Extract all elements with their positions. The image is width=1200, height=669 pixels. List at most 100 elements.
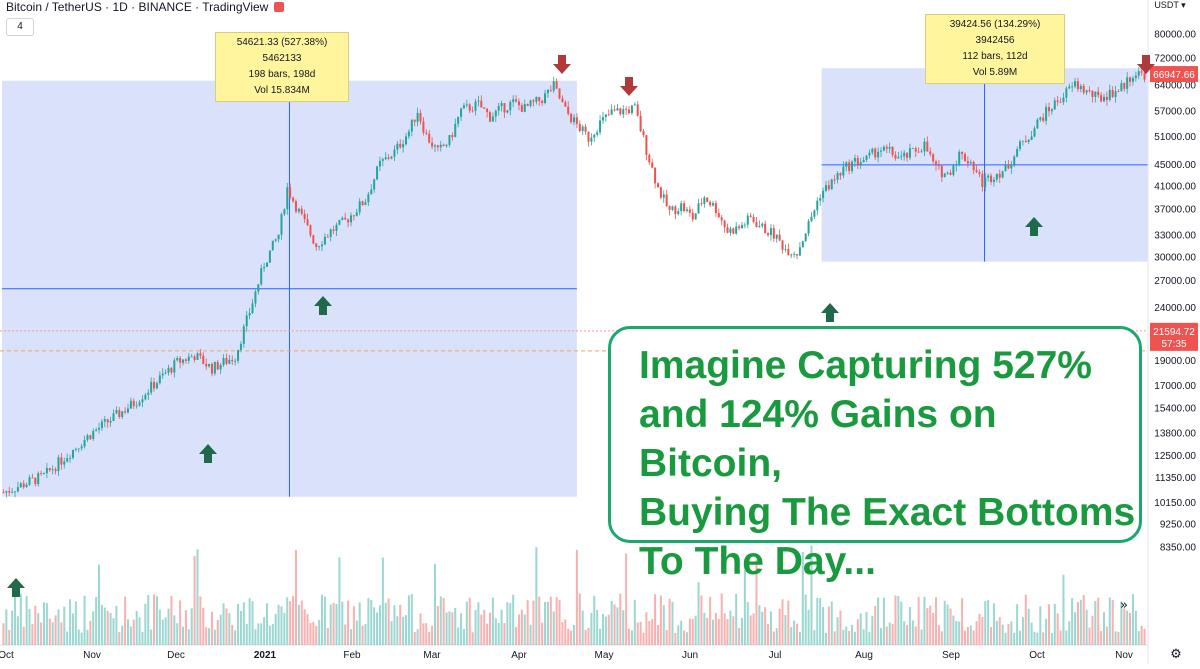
- volume-bar: [231, 624, 234, 645]
- volume-bar: [263, 617, 266, 645]
- candle-body: [520, 105, 523, 112]
- candle-body: [147, 392, 150, 395]
- volume-bar: [106, 610, 109, 645]
- volume-bar: [205, 627, 208, 645]
- candle-body: [187, 356, 190, 361]
- time-axis-label: May: [595, 650, 614, 661]
- volume-bar: [839, 610, 842, 645]
- candle-body: [729, 228, 732, 233]
- volume-bar: [109, 612, 112, 645]
- volume-bar: [294, 549, 297, 645]
- candle-body: [271, 240, 274, 251]
- volume-bar: [888, 622, 891, 645]
- candle-body: [879, 150, 883, 152]
- volume-bar: [349, 629, 353, 645]
- volume-bar: [480, 614, 483, 645]
- candle-body: [793, 254, 796, 255]
- candle-body: [1074, 81, 1077, 87]
- candle-body: [836, 173, 839, 180]
- volume-bar: [625, 553, 628, 645]
- volume-bar: [651, 619, 654, 645]
- candle-body: [703, 197, 706, 204]
- candle-body: [1088, 90, 1091, 92]
- last-price-label: 66947.66: [1153, 70, 1195, 81]
- candle-body: [1030, 136, 1033, 141]
- candle-body: [71, 449, 74, 458]
- volume-bar: [300, 600, 303, 645]
- volume-bar: [587, 627, 590, 645]
- volume-bar: [260, 623, 263, 645]
- candle-body: [66, 458, 69, 462]
- candle-body: [1100, 95, 1103, 102]
- volume-bar: [63, 606, 66, 645]
- volume-bar: [341, 601, 344, 645]
- candle-body: [978, 172, 981, 174]
- candle-body: [239, 343, 242, 350]
- volume-bar: [265, 603, 269, 645]
- candle-body: [935, 161, 938, 166]
- candle-body: [83, 439, 86, 447]
- volume-bar: [1094, 600, 1097, 645]
- volume-bar: [361, 625, 364, 645]
- current-price-label: 21594.72: [1153, 327, 1195, 338]
- time-axis-label: Aug: [855, 650, 873, 661]
- time-axis-label: Jun: [682, 650, 698, 661]
- price-tick-label: 17000.00: [1154, 381, 1196, 392]
- candle-body: [630, 105, 633, 114]
- candle-body: [691, 212, 694, 220]
- time-axis-label: Dec: [167, 650, 185, 661]
- volume-bar: [732, 616, 735, 645]
- candle-body: [908, 148, 911, 158]
- volume-bar: [402, 616, 405, 645]
- volume-bar: [714, 612, 717, 645]
- volume-bar: [153, 594, 156, 645]
- candle-body: [161, 373, 164, 376]
- flag-icon[interactable]: [274, 2, 285, 12]
- candle-body: [593, 134, 596, 138]
- candle-body: [54, 469, 57, 472]
- volume-bar: [419, 613, 422, 645]
- indicators-collapse-button[interactable]: 4: [6, 18, 34, 36]
- volume-bar: [376, 612, 379, 645]
- volume-bar: [628, 628, 631, 645]
- volume-bar: [729, 610, 732, 645]
- volume-bar: [425, 623, 428, 645]
- candle-body: [662, 194, 665, 198]
- volume-bar: [648, 621, 651, 645]
- candle-body: [572, 117, 576, 123]
- candle-body: [822, 190, 825, 199]
- candle-body: [431, 142, 434, 147]
- candle-body: [167, 367, 170, 373]
- candle-body: [1085, 90, 1088, 93]
- candle-body: [106, 419, 109, 423]
- volume-bar: [121, 625, 124, 645]
- scroll-right-icon[interactable]: »: [1120, 598, 1128, 613]
- symbol-title[interactable]: Bitcoin / TetherUS · 1D · BINANCE · Trad…: [6, 0, 285, 14]
- candle-body: [975, 170, 978, 173]
- candle-body: [937, 165, 940, 167]
- volume-bar: [561, 622, 564, 645]
- volume-bar: [25, 595, 28, 645]
- candle-body: [888, 147, 891, 149]
- volume-bar: [1050, 632, 1053, 645]
- volume-bar: [1033, 631, 1036, 645]
- volume-bar: [955, 620, 958, 645]
- candle-body: [268, 250, 271, 263]
- volume-bar: [981, 617, 984, 645]
- candle-body: [529, 100, 532, 106]
- candle-body: [28, 477, 31, 485]
- candle-body: [480, 100, 483, 108]
- candle-body: [457, 116, 460, 124]
- volume-bar: [1030, 622, 1033, 645]
- volume-bar: [535, 547, 538, 645]
- candle-body: [364, 202, 367, 206]
- volume-bar: [558, 599, 561, 645]
- candle-body: [816, 200, 819, 211]
- volume-bar: [819, 598, 822, 645]
- candle-body: [761, 223, 764, 226]
- measure-box-1-line2: 198 bars, 198d: [248, 69, 316, 80]
- candle-body: [578, 123, 581, 132]
- candle-body: [827, 185, 830, 190]
- price-tick-label: 27000.00: [1154, 276, 1196, 287]
- settings-gear-icon[interactable]: ⚙: [1170, 647, 1182, 662]
